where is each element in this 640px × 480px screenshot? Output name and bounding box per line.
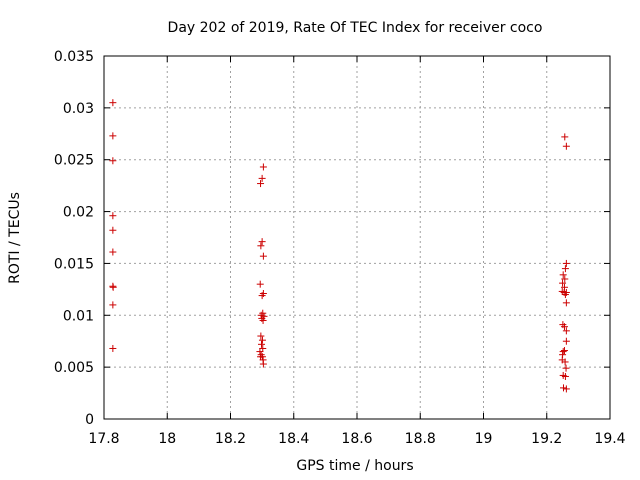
data-point bbox=[561, 133, 569, 141]
data-point bbox=[257, 311, 265, 319]
y-tick-label: 0.02 bbox=[63, 205, 94, 221]
data-point bbox=[561, 265, 569, 273]
data-point bbox=[109, 283, 117, 291]
data-point bbox=[258, 336, 266, 344]
data-point bbox=[259, 163, 267, 171]
data-point bbox=[562, 142, 570, 150]
data-point bbox=[109, 248, 117, 256]
data-point bbox=[257, 332, 265, 340]
data-point bbox=[561, 291, 569, 299]
x-tick-label: 18 bbox=[158, 431, 176, 447]
data-point bbox=[259, 316, 267, 324]
data-point bbox=[109, 226, 117, 234]
data-point bbox=[109, 157, 117, 165]
data-point bbox=[257, 180, 265, 188]
data-point bbox=[109, 344, 117, 352]
x-tick-label: 18.2 bbox=[215, 431, 246, 447]
chart-title: Day 202 of 2019, Rate Of TEC Index for r… bbox=[168, 20, 543, 36]
data-point bbox=[559, 348, 567, 356]
data-point bbox=[560, 323, 568, 331]
data-point bbox=[257, 242, 265, 250]
y-axis-label: ROTI / TECUs bbox=[7, 192, 23, 284]
data-point bbox=[562, 337, 570, 345]
y-tick-label: 0.03 bbox=[63, 101, 94, 117]
data-point bbox=[561, 372, 569, 380]
y-tick-label: 0.005 bbox=[54, 360, 94, 376]
data-point bbox=[259, 344, 267, 352]
y-tick-label: 0.025 bbox=[54, 153, 94, 169]
data-point bbox=[560, 384, 568, 392]
data-point bbox=[109, 301, 117, 309]
y-tick-label: 0.01 bbox=[63, 308, 94, 324]
data-point bbox=[257, 340, 265, 348]
data-point bbox=[562, 364, 570, 372]
x-tick-label: 18.4 bbox=[278, 431, 309, 447]
data-point bbox=[259, 360, 267, 368]
data-point bbox=[562, 385, 570, 393]
y-tick-label: 0.035 bbox=[54, 49, 94, 65]
data-point bbox=[256, 348, 264, 356]
data-point bbox=[560, 347, 568, 355]
data-point bbox=[256, 280, 264, 288]
data-point bbox=[561, 275, 569, 283]
x-tick-label: 18.6 bbox=[341, 431, 372, 447]
x-tick-label: 19.4 bbox=[594, 431, 625, 447]
x-tick-label: 19.2 bbox=[531, 431, 562, 447]
data-point bbox=[258, 238, 266, 246]
data-point bbox=[562, 327, 570, 335]
y-tick-label: 0 bbox=[85, 412, 94, 428]
data-point bbox=[561, 358, 569, 366]
data-point bbox=[562, 299, 570, 307]
data-point bbox=[559, 271, 567, 279]
data-point bbox=[258, 292, 266, 300]
x-axis-label: GPS time / hours bbox=[296, 458, 413, 474]
data-point bbox=[559, 279, 567, 287]
grid-lines bbox=[104, 56, 610, 419]
axis-ticks: 17.8 18 18.2 18.4 18.6 18.8 19 19.2 19.4 0 0.005 0.… bbox=[54, 49, 626, 447]
data-point bbox=[109, 99, 117, 107]
data-point bbox=[109, 132, 117, 140]
data-point bbox=[259, 252, 267, 260]
data-point bbox=[258, 174, 266, 182]
data-point bbox=[562, 259, 570, 267]
data-point bbox=[109, 212, 117, 220]
x-tick-label: 17.8 bbox=[88, 431, 119, 447]
x-tick-label: 18.8 bbox=[405, 431, 436, 447]
x-tick-label: 19 bbox=[475, 431, 493, 447]
data-points bbox=[109, 99, 570, 393]
y-tick-label: 0.015 bbox=[54, 256, 94, 272]
